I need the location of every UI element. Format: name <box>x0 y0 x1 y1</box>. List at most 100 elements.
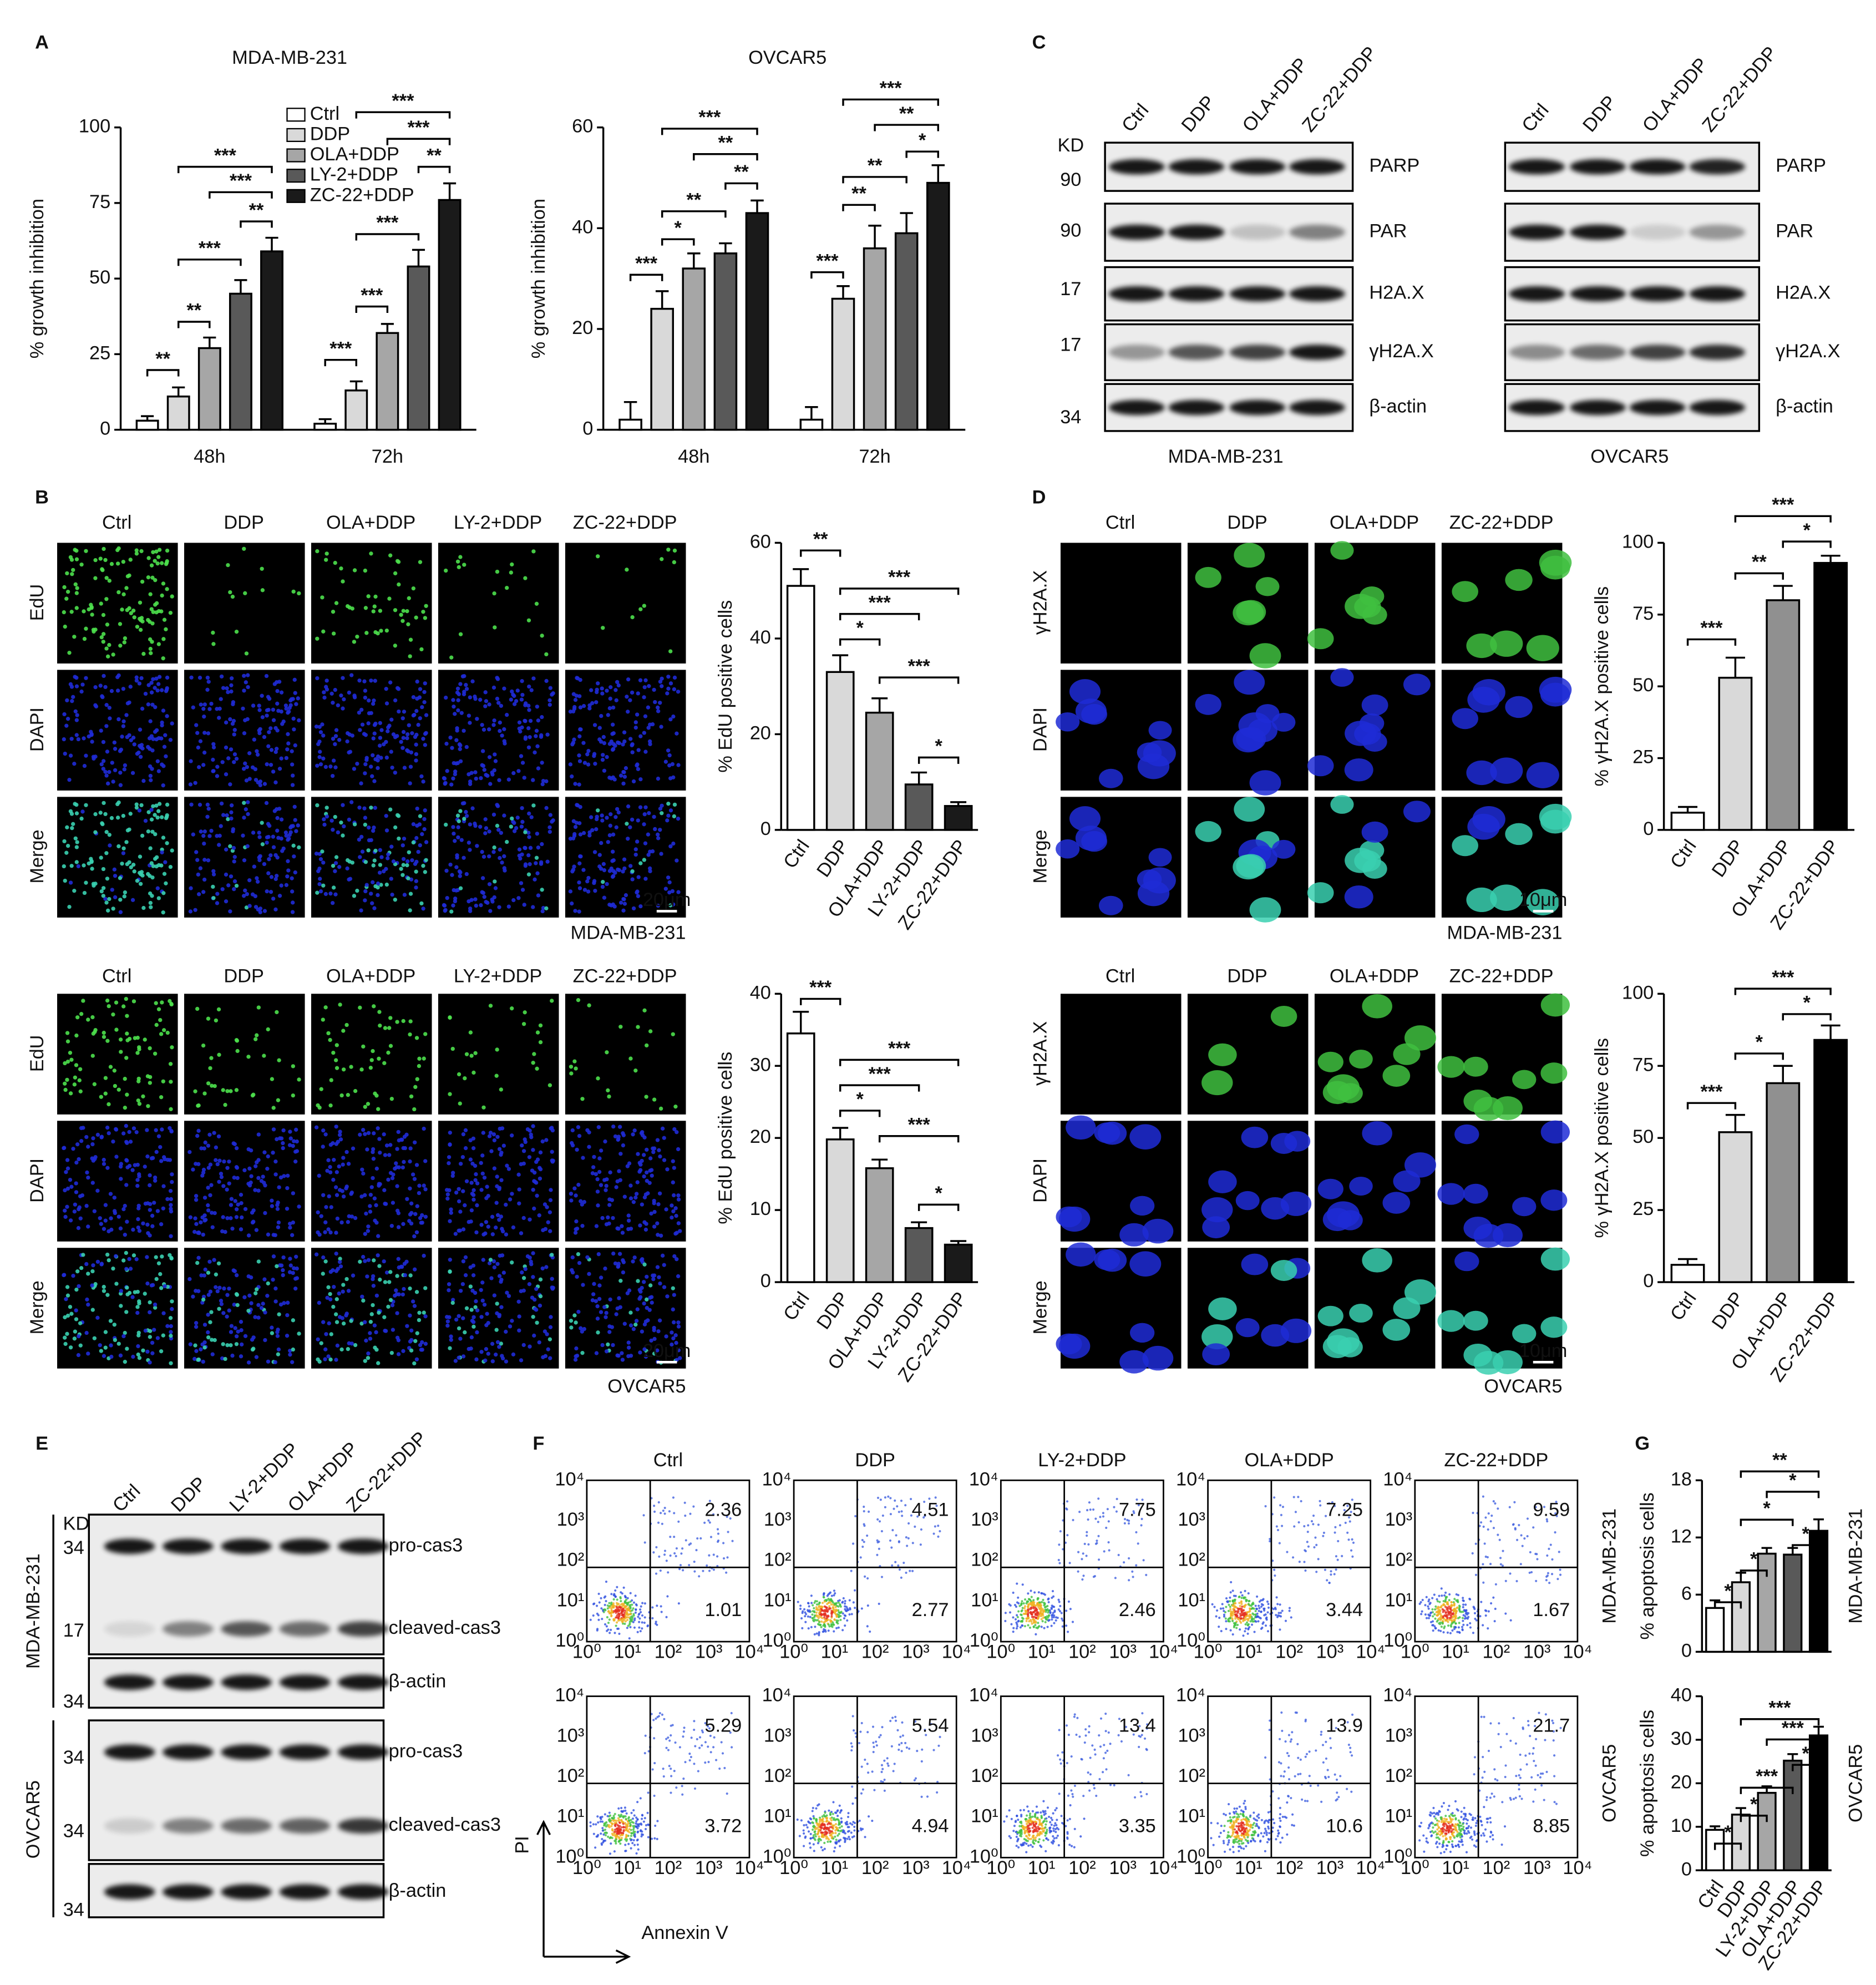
nucleus <box>155 886 160 890</box>
nucleus <box>84 1135 89 1140</box>
nucleus <box>325 806 329 810</box>
nucleus <box>113 1338 118 1343</box>
flow-event <box>830 1623 833 1626</box>
nucleus <box>99 601 103 606</box>
y-tick-label: 50 <box>89 267 110 288</box>
nucleus <box>377 1137 382 1141</box>
nucleus <box>1466 887 1497 913</box>
nucleus <box>326 1285 331 1289</box>
nucleus <box>64 1170 68 1174</box>
nucleus <box>387 1026 392 1030</box>
nucleus <box>321 1255 326 1260</box>
nucleus <box>266 695 271 699</box>
nucleus <box>107 706 111 710</box>
nucleus <box>323 892 328 897</box>
nucleus <box>580 1097 585 1101</box>
nucleus <box>414 885 418 890</box>
nucleus <box>452 761 456 766</box>
nucleus <box>643 678 648 682</box>
nucleus <box>229 683 234 687</box>
nucleus <box>372 858 377 863</box>
nucleus <box>481 854 486 859</box>
nucleus <box>232 855 237 859</box>
nucleus <box>93 812 98 817</box>
nucleus <box>577 1133 582 1138</box>
nucleus <box>220 760 225 764</box>
nucleus <box>131 999 136 1004</box>
nucleus <box>84 1203 89 1208</box>
flow-event <box>866 1604 869 1607</box>
nucleus <box>169 1234 173 1238</box>
nucleus <box>457 1355 461 1360</box>
nucleus <box>527 811 531 816</box>
nucleus <box>1330 668 1354 687</box>
nucleus <box>657 1148 661 1152</box>
nucleus <box>672 687 677 692</box>
nucleus <box>102 1157 106 1162</box>
nucleus <box>217 833 222 838</box>
nucleus <box>247 1166 252 1171</box>
nucleus <box>153 602 158 607</box>
nucleus <box>458 809 463 813</box>
nucleus <box>471 1136 476 1141</box>
nucleus <box>368 1209 373 1214</box>
nucleus <box>422 1126 426 1131</box>
nucleus <box>119 1177 123 1181</box>
nucleus <box>672 1193 676 1198</box>
protein-label: pro-cas3 <box>389 1740 463 1761</box>
flow-event <box>607 1622 610 1624</box>
nucleus <box>103 897 108 901</box>
nucleus <box>210 1352 215 1356</box>
nucleus <box>444 868 449 873</box>
nucleus <box>601 735 606 740</box>
nucleus <box>219 1171 224 1176</box>
nucleus <box>136 1098 140 1103</box>
nucleus <box>384 701 389 706</box>
flow-event <box>642 1514 645 1517</box>
error-bar <box>1773 585 1793 600</box>
blot-band <box>104 1744 155 1760</box>
significance-bracket <box>693 153 758 161</box>
nucleus <box>241 767 246 771</box>
nucleus <box>468 906 473 911</box>
nucleus <box>422 700 427 705</box>
nucleus <box>460 674 465 678</box>
significance-bracket <box>324 358 357 367</box>
flow-event <box>628 1637 631 1640</box>
nucleus <box>267 730 271 735</box>
nucleus <box>121 1004 126 1009</box>
nucleus <box>652 1097 657 1102</box>
nucleus <box>531 1061 535 1065</box>
nucleus <box>384 867 388 871</box>
nucleus <box>376 1107 381 1111</box>
nucleus <box>202 1146 206 1151</box>
nucleus <box>263 1310 267 1315</box>
nucleus <box>1056 712 1080 732</box>
nucleus <box>667 880 672 885</box>
nucleus <box>202 1340 207 1345</box>
nucleus <box>328 1164 332 1169</box>
x-tick-label: 10² <box>655 1642 682 1663</box>
nucleus <box>631 1326 636 1331</box>
nucleus <box>602 868 607 873</box>
nucleus <box>72 1336 77 1341</box>
flow-event <box>834 1592 836 1595</box>
bar <box>1813 561 1848 831</box>
nucleus <box>626 710 630 714</box>
nucleus <box>572 737 576 742</box>
nucleus <box>125 1031 129 1036</box>
nucleus <box>481 1131 485 1135</box>
nucleus <box>155 759 160 763</box>
nucleus <box>469 1346 473 1351</box>
nucleus <box>393 608 398 612</box>
nucleus <box>148 1300 152 1305</box>
nucleus <box>389 844 394 849</box>
flow-event <box>824 1626 827 1628</box>
flow-event <box>841 1612 844 1615</box>
nucleus <box>651 1150 656 1154</box>
nucleus <box>140 833 145 838</box>
nucleus <box>72 1209 77 1214</box>
nucleus <box>333 765 338 769</box>
nucleus <box>503 868 507 873</box>
nucleus <box>463 1076 467 1081</box>
